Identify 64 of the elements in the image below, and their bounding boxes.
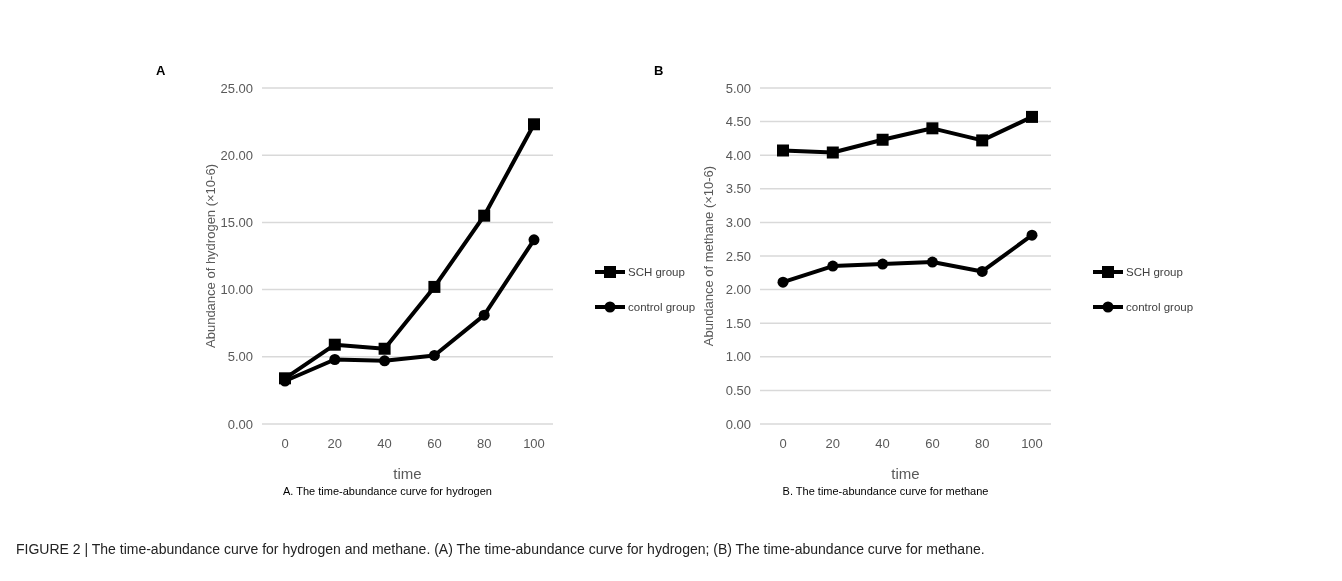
point xyxy=(926,256,938,268)
y-tick-label: 3.50 xyxy=(725,181,751,197)
point xyxy=(328,338,341,351)
y-tick-label: 20.00 xyxy=(220,147,253,163)
x-tick-label: 40 xyxy=(875,436,890,451)
legend-label: control group xyxy=(1126,301,1194,314)
y-tick-label: 5.00 xyxy=(725,80,751,96)
y-tick-label: 1.00 xyxy=(725,349,751,365)
point xyxy=(926,122,939,135)
text: B. The time-abundance curve for methane xyxy=(782,485,989,497)
x-tick-label: 60 xyxy=(427,436,442,451)
y-tick-label: 15.00 xyxy=(220,214,253,230)
y-tick-label: 0.00 xyxy=(227,416,253,432)
x-tick-label: 20 xyxy=(825,436,841,451)
y-axis-title: Abundance of hydrogen (×10-6) xyxy=(203,164,218,348)
y-tick-label: 0.50 xyxy=(725,382,751,398)
point xyxy=(1026,229,1038,241)
point xyxy=(379,355,391,367)
legend-label: SCH group xyxy=(628,266,685,279)
point xyxy=(877,258,889,270)
legend-label: control group xyxy=(628,301,696,314)
x-axis-title: time xyxy=(891,465,920,482)
point xyxy=(777,144,789,157)
point xyxy=(528,234,540,246)
y-tick-label: 3.00 xyxy=(725,214,751,230)
point xyxy=(1026,110,1038,123)
x-tick-label: 100 xyxy=(1021,436,1043,451)
point xyxy=(827,260,839,272)
y-tick-label: 25.00 xyxy=(220,80,253,96)
point xyxy=(976,265,988,277)
text: A. The time-abundance curve for hydrogen xyxy=(283,485,492,497)
point xyxy=(528,118,540,131)
x-axis-title: time xyxy=(393,465,422,482)
x-tick-label: 0 xyxy=(779,436,787,451)
point xyxy=(428,349,440,361)
x-tick-label: 0 xyxy=(281,436,289,451)
y-tick-label: 4.00 xyxy=(725,147,751,163)
chart-title: A xyxy=(156,63,166,78)
y-tick-label: 2.00 xyxy=(725,282,751,298)
point xyxy=(777,276,789,288)
x-tick-label: 40 xyxy=(377,436,392,451)
x-tick-label: 20 xyxy=(327,436,343,451)
x-tick-label: 80 xyxy=(974,436,990,451)
caption: FIGURE 2 | The time-abundance curve for hydrogen and methane. (A) The time-abundance curve for hydrogen; (B) The time-abundance curve for methane. xyxy=(16,541,985,557)
x-tick-label: 100 xyxy=(523,436,545,451)
x-tick-label: 60 xyxy=(925,436,940,451)
y-tick-label: 5.00 xyxy=(227,349,253,365)
point xyxy=(378,342,391,355)
y-axis-title: Abundance of methane (×10-6) xyxy=(701,165,716,347)
point xyxy=(478,209,491,222)
y-tick-label: 10.00 xyxy=(220,282,253,298)
y-tick-label: 4.50 xyxy=(725,114,751,130)
point xyxy=(976,134,989,147)
y-tick-label: 1.50 xyxy=(725,315,751,331)
point xyxy=(329,353,341,365)
point xyxy=(478,309,490,321)
point xyxy=(826,146,839,159)
legend-label: SCH group xyxy=(1126,266,1183,279)
point xyxy=(428,280,441,293)
y-tick-label: 0.00 xyxy=(725,416,751,432)
point xyxy=(876,133,889,146)
chart-title: B xyxy=(654,63,664,78)
x-tick-label: 80 xyxy=(476,436,492,451)
y-tick-label: 2.50 xyxy=(725,248,751,264)
